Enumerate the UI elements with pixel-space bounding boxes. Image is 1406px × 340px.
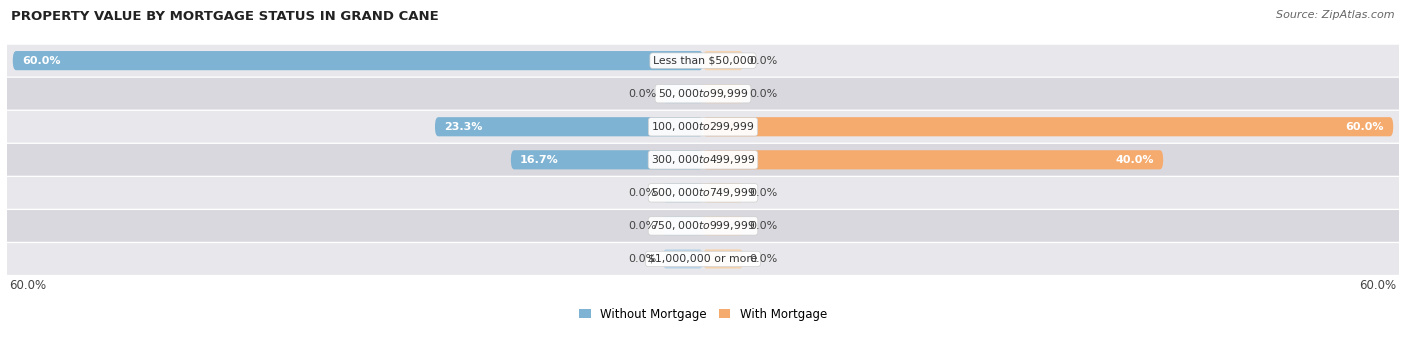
Text: Less than $50,000: Less than $50,000: [652, 56, 754, 66]
Text: $1,000,000 or more: $1,000,000 or more: [648, 254, 758, 264]
Text: 60.0%: 60.0%: [1346, 122, 1384, 132]
Text: 60.0%: 60.0%: [22, 56, 60, 66]
FancyBboxPatch shape: [1, 177, 1405, 209]
FancyBboxPatch shape: [703, 216, 744, 236]
FancyBboxPatch shape: [1, 45, 1405, 76]
Text: 0.0%: 0.0%: [749, 188, 778, 198]
Text: 0.0%: 0.0%: [749, 56, 778, 66]
FancyBboxPatch shape: [662, 84, 703, 103]
FancyBboxPatch shape: [703, 249, 744, 269]
FancyBboxPatch shape: [1, 111, 1405, 142]
FancyBboxPatch shape: [662, 249, 703, 269]
Text: $300,000 to $499,999: $300,000 to $499,999: [651, 153, 755, 166]
FancyBboxPatch shape: [703, 51, 744, 70]
FancyBboxPatch shape: [703, 150, 1163, 169]
Text: $50,000 to $99,999: $50,000 to $99,999: [658, 87, 748, 100]
FancyBboxPatch shape: [1, 210, 1405, 242]
Text: 0.0%: 0.0%: [628, 221, 657, 231]
Text: 0.0%: 0.0%: [628, 188, 657, 198]
FancyBboxPatch shape: [434, 117, 703, 136]
Text: 0.0%: 0.0%: [749, 221, 778, 231]
FancyBboxPatch shape: [13, 51, 703, 70]
Text: 0.0%: 0.0%: [749, 254, 778, 264]
FancyBboxPatch shape: [703, 183, 744, 202]
Text: 0.0%: 0.0%: [628, 89, 657, 99]
Text: 40.0%: 40.0%: [1115, 155, 1154, 165]
FancyBboxPatch shape: [1, 144, 1405, 176]
FancyBboxPatch shape: [662, 216, 703, 236]
FancyBboxPatch shape: [510, 150, 703, 169]
FancyBboxPatch shape: [1, 78, 1405, 109]
Text: 23.3%: 23.3%: [444, 122, 482, 132]
Text: $500,000 to $749,999: $500,000 to $749,999: [651, 186, 755, 199]
Text: 0.0%: 0.0%: [628, 254, 657, 264]
FancyBboxPatch shape: [703, 117, 1393, 136]
FancyBboxPatch shape: [662, 183, 703, 202]
Text: 0.0%: 0.0%: [749, 89, 778, 99]
Text: 60.0%: 60.0%: [1360, 279, 1396, 292]
Text: $100,000 to $299,999: $100,000 to $299,999: [651, 120, 755, 133]
Text: Source: ZipAtlas.com: Source: ZipAtlas.com: [1277, 10, 1395, 20]
FancyBboxPatch shape: [1, 243, 1405, 275]
Text: 60.0%: 60.0%: [10, 279, 46, 292]
Text: $750,000 to $999,999: $750,000 to $999,999: [651, 219, 755, 233]
Text: 16.7%: 16.7%: [520, 155, 558, 165]
FancyBboxPatch shape: [703, 84, 744, 103]
Text: PROPERTY VALUE BY MORTGAGE STATUS IN GRAND CANE: PROPERTY VALUE BY MORTGAGE STATUS IN GRA…: [11, 10, 439, 23]
Legend: Without Mortgage, With Mortgage: Without Mortgage, With Mortgage: [574, 303, 832, 325]
